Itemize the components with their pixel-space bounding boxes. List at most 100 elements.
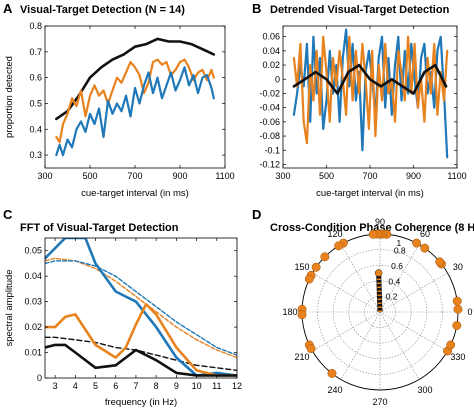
chart-title: Detrended Visual-Target Detection xyxy=(270,4,450,16)
x-tick-label: 3 xyxy=(53,381,58,391)
panel-letter: C xyxy=(3,207,13,222)
polar-grid-circle xyxy=(317,249,443,375)
y-tick-label: 0.6 xyxy=(29,73,42,83)
angle-label: 60 xyxy=(420,229,430,239)
resultant-tip xyxy=(374,269,383,277)
polar-spoke xyxy=(379,272,448,313)
panel-letter: A xyxy=(3,1,13,16)
polar-spoke xyxy=(312,311,381,352)
plot-frame xyxy=(44,237,238,379)
phase-point xyxy=(368,229,378,239)
x-tick-label: 12 xyxy=(232,381,242,391)
y-tick-label: 0.02 xyxy=(24,322,42,332)
x-axis-label: frequency (in Hz) xyxy=(105,397,177,408)
x-tick-label: 7 xyxy=(133,381,138,391)
series-group xyxy=(45,238,237,377)
series-line-black-5 xyxy=(45,343,237,377)
polar-spoke xyxy=(379,311,448,352)
x-tick-label: 4 xyxy=(73,381,78,391)
y-tick-label: 0.03 xyxy=(24,297,42,307)
phase-point xyxy=(446,340,456,350)
x-tick-label: 700 xyxy=(127,171,142,181)
phase-point xyxy=(452,321,462,330)
series-line-blue-1 xyxy=(45,260,237,356)
radial-label: 0.6 xyxy=(391,261,403,271)
y-tick-label: 0.04 xyxy=(262,46,280,56)
chart-title: Visual-Target Detection (N = 14) xyxy=(20,4,185,16)
x-axis-label: cue-target interval (in ms) xyxy=(81,188,189,199)
x-tick-label: 500 xyxy=(319,171,334,181)
angle-label: 90 xyxy=(375,217,385,227)
x-tick-label: 1100 xyxy=(215,171,234,181)
y-tick-label: 0.5 xyxy=(29,98,42,108)
series-line-orange-1 xyxy=(55,58,215,144)
angle-label: 150 xyxy=(295,262,310,272)
panel-b: B Detrended Visual-Target Detection 300 500… xyxy=(252,1,467,199)
angle-label: 330 xyxy=(450,352,465,362)
radial-label: 0.8 xyxy=(394,246,406,256)
y-axis-label: proportion detected xyxy=(4,56,15,138)
series-line-orange-0 xyxy=(45,257,237,359)
y-tick-label: 0 xyxy=(275,74,280,84)
series-line-orange-4 xyxy=(45,302,237,377)
y-tick-label: -0.02 xyxy=(259,88,280,98)
x-tick-label: 300 xyxy=(275,171,290,181)
y-tick-label: 0.3 xyxy=(29,150,42,160)
y-tick-label: 0.7 xyxy=(29,47,42,57)
phase-point xyxy=(320,252,330,262)
y-tick-label: 0.8 xyxy=(29,21,42,31)
series-line-blue-3 xyxy=(45,238,237,377)
series-line-blue-2 xyxy=(55,66,215,157)
angle-label: 180 xyxy=(282,307,297,317)
chart-title: Cross-Condition Phase Coherence (8 Hz) xyxy=(270,222,474,234)
series-line-black-0 xyxy=(54,37,216,121)
radial-label: 0.2 xyxy=(386,292,398,302)
phase-point xyxy=(435,257,445,267)
angle-label: 300 xyxy=(417,385,432,395)
phase-point xyxy=(327,369,337,378)
angle-label: 270 xyxy=(372,397,387,407)
y-tick-label: -0.1 xyxy=(264,145,280,155)
x-tick-label: 1100 xyxy=(447,171,466,181)
y-axis-label: spectral amplitude xyxy=(4,269,15,346)
polar-spoke xyxy=(340,311,381,380)
panel-a: A Visual-Target Detection (N = 14) 300 500 7… xyxy=(3,1,235,199)
x-tick-label: 300 xyxy=(37,171,52,181)
series-line-orange-1 xyxy=(292,35,449,145)
y-tick-label: 0.4 xyxy=(29,124,42,134)
phase-point xyxy=(304,274,314,284)
polar-spoke xyxy=(379,311,420,380)
y-tick-label: 0.01 xyxy=(24,348,42,358)
x-tick-label: 10 xyxy=(192,381,202,391)
phase-point xyxy=(297,310,307,320)
y-tick-label: 0 xyxy=(37,373,42,383)
x-tick-label: 5 xyxy=(93,381,98,391)
y-tick-label: 0.02 xyxy=(262,60,280,70)
radial-label: 1 xyxy=(397,238,402,248)
phase-point xyxy=(311,262,321,272)
panel-c: C FFT of Visual-Target Detection 3 4 5 6 7 8 9 10… xyxy=(3,207,242,408)
chart-title: FFT of Visual-Target Detection xyxy=(20,222,179,234)
x-tick-label: 700 xyxy=(362,171,377,181)
angle-label: 120 xyxy=(327,229,342,239)
panel-letter: B xyxy=(252,1,261,16)
x-tick-label: 500 xyxy=(82,171,97,181)
angle-label: 210 xyxy=(295,352,310,362)
x-axis-label: cue-target interval (in ms) xyxy=(316,188,424,199)
x-tick-label: 9 xyxy=(174,381,179,391)
phase-point xyxy=(306,344,316,354)
x-tick-label: 900 xyxy=(406,171,421,181)
phase-point xyxy=(412,238,422,248)
x-tick-label: 900 xyxy=(172,171,187,181)
series-group xyxy=(54,37,216,157)
x-tick-label: 6 xyxy=(113,381,118,391)
series-group xyxy=(292,28,449,159)
angle-label: 30 xyxy=(453,262,463,272)
polar-spoke xyxy=(379,244,420,313)
phase-point xyxy=(334,241,344,251)
phase-point xyxy=(452,296,462,306)
y-tick-label: -0.06 xyxy=(259,117,280,127)
polar-spoke xyxy=(340,244,381,313)
panel-d: D Cross-Condition Phase Coherence (8 Hz) 0… xyxy=(252,207,474,407)
